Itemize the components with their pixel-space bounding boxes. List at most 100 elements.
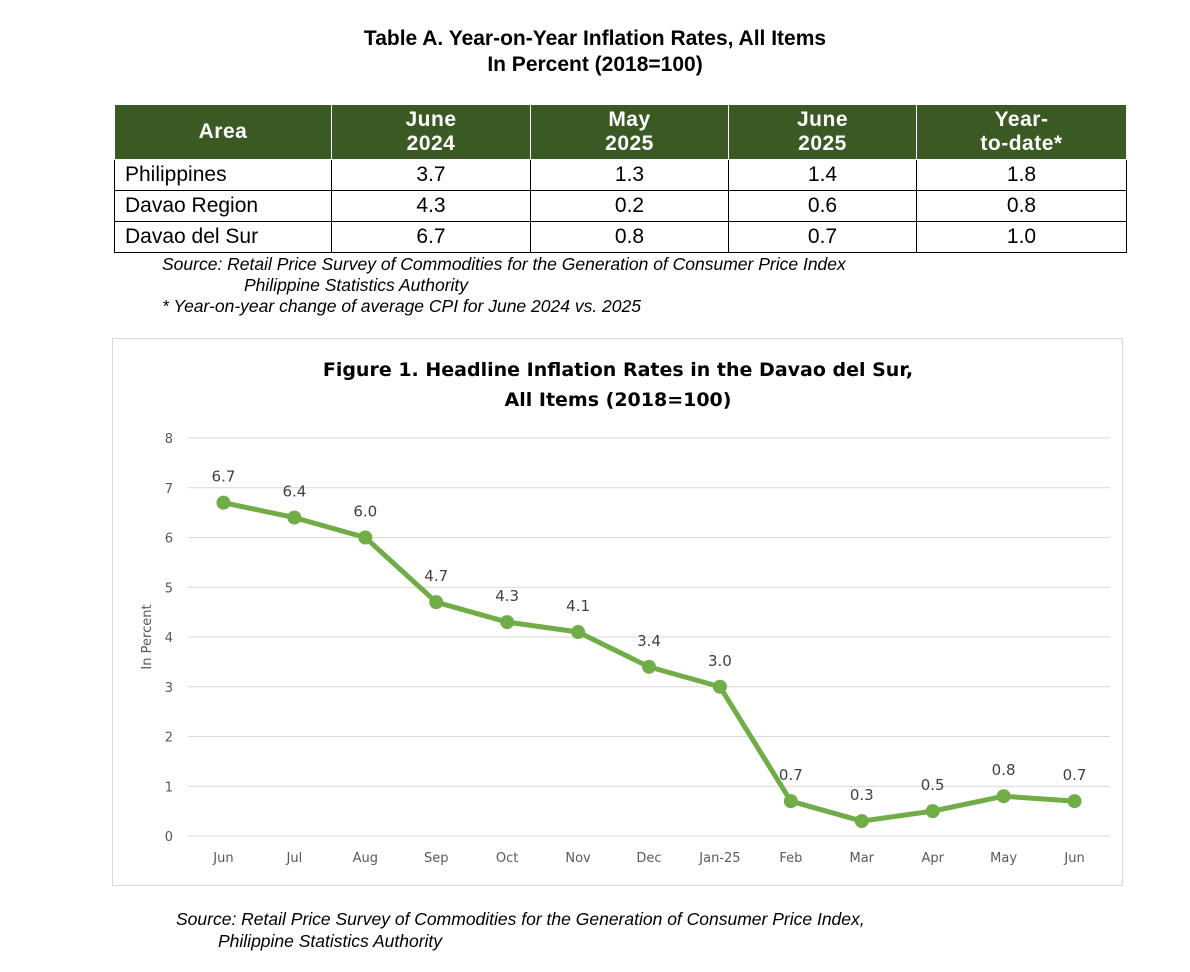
- y-tick-label: 5: [165, 581, 173, 596]
- header-june-2025-l2: 2025: [798, 132, 847, 155]
- y-tick-label: 6: [165, 532, 173, 547]
- header-june-2024-l2: 2024: [406, 132, 456, 155]
- data-point: [571, 625, 586, 640]
- header-ytd-l1: Year-: [994, 108, 1049, 131]
- x-tick-label: Jun: [1063, 851, 1084, 866]
- x-tick-label: Jun: [212, 851, 233, 866]
- data-point: [500, 615, 515, 630]
- y-tick-labels: 0 1 2 3 4 5 6 7 8: [165, 432, 173, 845]
- data-label: 6.4: [282, 483, 306, 501]
- chart-title-line2: All Items (2018=100): [505, 389, 732, 411]
- data-point: [429, 595, 444, 610]
- line-chart: Figure 1. Headline Inflation Rates in th…: [140, 359, 1110, 866]
- data-point: [854, 814, 869, 829]
- row-cell: 0.7: [728, 221, 917, 253]
- header-year-to-date: Year-to-date*: [916, 104, 1127, 160]
- row-cell: 1.4: [728, 159, 917, 191]
- y-tick-label: 3: [165, 681, 173, 696]
- x-tick-label: Aug: [353, 851, 378, 866]
- data-point: [712, 679, 727, 694]
- y-tick-label: 0: [165, 830, 173, 845]
- row-cell: 6.7: [331, 221, 531, 253]
- header-ytd-l2: to-date*: [980, 132, 1063, 155]
- data-label: 0.7: [779, 766, 803, 784]
- row-area: Davao del Sur: [114, 221, 332, 253]
- y-axis-label: In Percent: [140, 604, 155, 669]
- data-label: 0.8: [992, 761, 1016, 779]
- data-label: 3.0: [708, 652, 732, 670]
- chart-source: Source: Retail Price Survey of Commoditi…: [176, 908, 865, 952]
- series-points: [216, 495, 1082, 829]
- header-june-2024: June 2024: [331, 104, 531, 160]
- data-labels: 6.7 6.4 6.0 4.7 4.3 4.1 3.4 3.0 0.7 0.3 0.5 0.8 0.7: [212, 468, 1087, 804]
- x-tick-label: May: [990, 851, 1017, 866]
- y-tick-label: 1: [165, 780, 173, 795]
- table-row: Davao del Sur 6.7 0.8 0.7 1.0: [114, 221, 1127, 253]
- data-point: [996, 789, 1011, 804]
- table-row: Davao Region 4.3 0.2 0.6 0.8: [114, 190, 1127, 222]
- inflation-table: Area June 2024 May 2025 June 2025 Year-to-d…: [114, 104, 1127, 253]
- header-area: Area: [114, 104, 332, 160]
- y-tick-label: 2: [165, 731, 173, 746]
- y-tick-label: 4: [165, 631, 173, 646]
- data-label: 4.1: [566, 597, 590, 615]
- data-point: [358, 530, 373, 545]
- data-point: [287, 510, 302, 525]
- data-point: [925, 804, 940, 819]
- row-cell: 1.0: [916, 221, 1127, 253]
- x-tick-label: Mar: [850, 851, 875, 866]
- data-label: 0.3: [850, 786, 874, 804]
- x-tick-label: Feb: [779, 851, 802, 866]
- data-point: [783, 794, 798, 809]
- table-title-line2: In Percent (2018=100): [487, 53, 703, 76]
- table-title: Table A. Year-on-Year Inflation Rates, A…: [0, 26, 1190, 78]
- header-june-2025: June 2025: [728, 104, 917, 160]
- data-point: [642, 659, 656, 674]
- grid-lines: [188, 437, 1110, 837]
- table-source-line2: Philippine Statistics Authority: [244, 275, 469, 295]
- table-header-row: Area June 2024 May 2025 June 2025 Year-to-d…: [114, 104, 1127, 160]
- row-cell: 0.6: [728, 190, 917, 222]
- chart-source-line1: Source: Retail Price Survey of Commoditi…: [176, 909, 865, 929]
- data-label: 6.0: [353, 503, 377, 521]
- row-cell: 0.8: [916, 190, 1127, 222]
- chart-source-line2: Philippine Statistics Authority: [218, 931, 443, 951]
- data-label: 0.7: [1063, 766, 1087, 784]
- header-may-2025-l2: 2025: [605, 132, 654, 155]
- x-tick-label: Apr: [921, 851, 944, 866]
- table-source-line1: Source: Retail Price Survey of Commoditi…: [162, 254, 846, 274]
- row-area: Davao Region: [114, 190, 332, 222]
- header-may-2025-l1: May: [608, 108, 651, 131]
- table-title-line1: Table A. Year-on-Year Inflation Rates, A…: [363, 27, 827, 50]
- header-may-2025: May 2025: [530, 104, 729, 160]
- y-tick-label: 8: [165, 432, 173, 447]
- x-tick-label: Dec: [636, 851, 661, 866]
- data-label: 4.3: [495, 587, 519, 605]
- y-tick-label: 7: [165, 482, 173, 497]
- header-june-2024-l1: June: [405, 108, 457, 131]
- data-point: [1067, 794, 1082, 809]
- x-tick-label: Sep: [424, 851, 449, 866]
- chart-title-line1: Figure 1. Headline Inflation Rates in th…: [323, 359, 913, 381]
- header-june-2025-l1: June: [796, 108, 848, 131]
- table-source: Source: Retail Price Survey of Commoditi…: [162, 254, 846, 317]
- row-cell: 0.2: [530, 190, 729, 222]
- data-label: 6.7: [212, 468, 236, 486]
- x-tick-label: Nov: [565, 851, 591, 866]
- data-label: 3.4: [637, 632, 661, 650]
- row-area: Philippines: [114, 159, 332, 191]
- x-tick-label: Jan-25: [698, 851, 740, 866]
- x-tick-labels: Jun Jul Aug Sep Oct Nov Dec Jan-25 Feb Mar Apr May J…: [212, 851, 1084, 866]
- data-label: 0.5: [921, 776, 945, 794]
- row-cell: 4.3: [331, 190, 531, 222]
- data-label: 4.7: [424, 567, 448, 585]
- x-tick-label: Jul: [286, 851, 303, 866]
- data-point: [216, 495, 231, 510]
- row-cell: 1.8: [916, 159, 1127, 191]
- row-cell: 1.3: [530, 159, 729, 191]
- table-row: Philippines 3.7 1.3 1.4 1.8: [114, 159, 1127, 191]
- table-footnote: * Year-on-year change of average CPI for…: [162, 296, 641, 316]
- x-tick-label: Oct: [496, 851, 518, 866]
- row-cell: 0.8: [530, 221, 729, 253]
- row-cell: 3.7: [331, 159, 531, 191]
